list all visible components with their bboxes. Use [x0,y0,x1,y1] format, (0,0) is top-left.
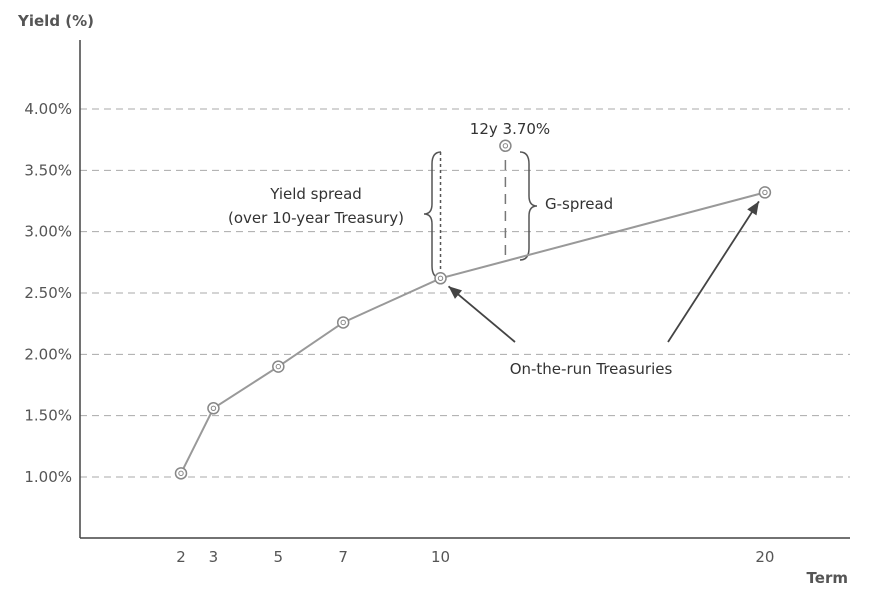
x-axis-title: Term [807,569,848,587]
axes [79,40,850,539]
data-point-10y [434,272,447,285]
x-tick-label: 3 [209,548,219,566]
data-point-3y-inner [210,405,217,412]
g-spread-label: G-spread [545,195,613,213]
yield-spread-brace [423,151,442,279]
arrow-to-20y-head [747,201,759,216]
arrow-to-10y-head [448,286,463,299]
y-axis-title: Yield (%) [17,12,94,30]
arrow-to-10y [447,285,516,343]
annotation-shapes [423,151,760,343]
data-point-20y [758,186,772,199]
y-tick-label: 4.00% [24,100,72,118]
bond-point-12y-inner [502,143,509,149]
y-tick-label: 2.50% [24,284,72,302]
data-point-3y [207,402,220,415]
y-tick-label: 2.00% [24,345,72,363]
bond-point-12y [499,139,512,153]
y-tick-label: 1.00% [24,468,72,486]
on-the-run-label: On-the-run Treasuries [510,360,673,378]
data-points [174,139,772,480]
y-tick-label: 1.50% [24,407,72,425]
y-tick-label: 3.50% [24,161,72,179]
x-tick-label: 7 [338,548,348,566]
data-point-5y-inner [275,363,282,370]
point-12y-label: 12y 3.70% [470,120,550,138]
data-point-20y-inner [762,189,768,196]
data-point-2y [174,467,188,480]
yield-spread-label-line1: Yield spread [269,185,362,203]
data-point-2y-inner [178,470,184,477]
data-point-7y [336,316,350,329]
x-tick-label: 5 [274,548,284,566]
grid-lines [80,108,850,478]
y-tick-labels: 1.00% 1.50% 2.00% 2.50% 3.00% 3.50% 4.00% [24,100,72,486]
x-tick-labels: 2 3 5 7 10 20 [176,548,774,566]
data-point-7y-inner [340,319,346,326]
yield-curve-line [180,191,766,474]
g-spread-brace [519,151,538,261]
x-tick-label: 10 [431,548,450,566]
arrow-to-20y [667,200,760,343]
series-line [180,191,766,474]
x-tick-label: 20 [755,548,774,566]
x-tick-label: 2 [176,548,186,566]
data-point-5y [272,360,285,373]
data-point-10y-inner [437,275,444,281]
y-tick-label: 3.00% [24,223,72,241]
yield-spread-label-line2: (over 10-year Treasury) [228,209,404,227]
